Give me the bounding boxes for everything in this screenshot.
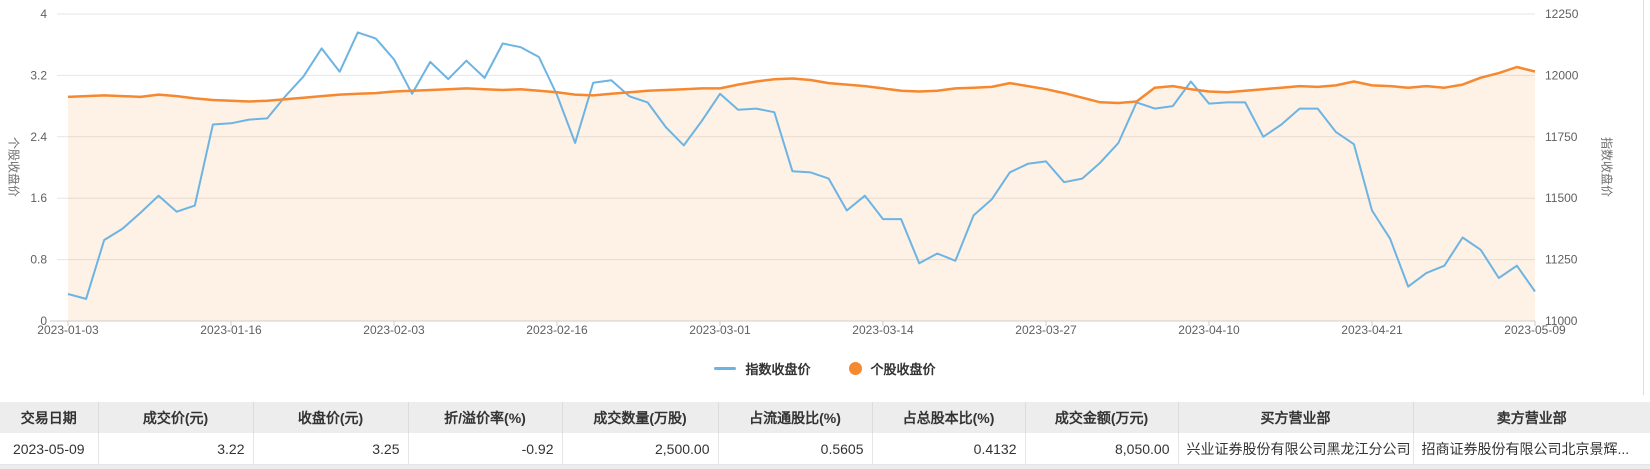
index-line-marker-icon: [714, 366, 737, 370]
table-header-cell: 占流通股比(%): [718, 402, 873, 433]
trade-data-table: 交易日期 成交价(元) 收盘价(元) 折/溢价率(%) 成交数量(万股) 占流通股比(%)…: [0, 402, 1650, 465]
table-row: 2023-05-09 3.22 3.25 -0.92 2,500.00 0.5605 0.4…: [0, 433, 1650, 465]
x-axis-tick-label: 2023-04-21: [1341, 323, 1403, 337]
table-cell: 2023-05-09: [0, 433, 99, 465]
legend-label: 指数收盘价: [745, 361, 811, 377]
table-cell: 0.4132: [872, 433, 1026, 465]
table-header-cell: 成交数量(万股): [562, 402, 719, 433]
x-axis-tick-label: 2023-03-01: [689, 323, 751, 337]
table-header-cell: 卖方营业部: [1413, 402, 1650, 433]
right-axis-tick-label: 11750: [1545, 130, 1578, 144]
table-header-cell: 买方营业部: [1178, 402, 1414, 433]
table-cell: 2,500.00: [562, 433, 719, 465]
stock-dot-marker-icon: [848, 361, 862, 375]
table-cell: 8,050.00: [1025, 433, 1179, 465]
table-header-row: 交易日期 成交价(元) 收盘价(元) 折/溢价率(%) 成交数量(万股) 占流通股比(%)…: [0, 402, 1650, 433]
right-axis-tick-label: 11000: [1545, 314, 1578, 328]
table-header-cell: 占总股本比(%): [872, 402, 1026, 433]
legend-item-index-close[interactable]: 指数收盘价: [714, 359, 811, 378]
table-header-cell: 成交价(元): [98, 402, 254, 433]
table-cell: 0.5605: [718, 433, 873, 465]
table-header-cell: 成交金额(万元): [1025, 402, 1179, 433]
x-axis-tick-label: 2023-03-14: [852, 323, 914, 337]
stock-close-area: [68, 67, 1535, 321]
x-axis-tick-label: 2023-03-27: [1015, 323, 1077, 337]
legend-item-stock-close[interactable]: 个股收盘价: [848, 359, 936, 378]
chart-right-divider: [1643, 0, 1644, 395]
right-axis-tick-label: 11500: [1545, 191, 1578, 205]
x-axis-tick-label: 2023-01-03: [37, 323, 99, 337]
left-axis-tick-label: 1.6: [30, 191, 47, 205]
table-cell: 3.25: [253, 433, 409, 465]
left-axis-title: 个股收盘价: [6, 136, 21, 198]
chart-legend: 指数收盘价 个股收盘价: [0, 356, 1650, 380]
block-trade-table: 交易日期 成交价(元) 收盘价(元) 折/溢价率(%) 成交数量(万股) 占流通股比(%)…: [0, 402, 1650, 469]
x-axis-tick-label: 2023-05-09: [1504, 323, 1566, 337]
right-axis-tick-label: 12000: [1545, 68, 1579, 82]
chart-canvas: 0 0.8 1.6 2.4 3.2 4 11000 11250 11500 11750 12000 1…: [30, 7, 1579, 337]
table-header-cell: 收盘价(元): [253, 402, 409, 433]
stock-close-line: [67, 65, 1536, 105]
left-axis-tick-label: 4: [40, 7, 47, 21]
table-cell: -0.92: [408, 433, 563, 465]
next-row-strip: [0, 465, 1650, 469]
left-axis-tick-label: 2.4: [30, 130, 47, 144]
right-axis-tick-label: 12250: [1545, 7, 1579, 21]
index-close-line: [67, 31, 1536, 300]
left-axis-tick-label: 3.2: [30, 68, 47, 82]
table-header-cell: 折/溢价率(%): [408, 402, 563, 433]
x-axis-tick-label: 2023-02-16: [526, 323, 588, 337]
x-axis-tick-label: 2023-02-03: [363, 323, 425, 337]
right-axis-tick-label: 11250: [1545, 253, 1578, 267]
table-cell: 3.22: [98, 433, 254, 465]
x-axis-tick-label: 2023-01-16: [200, 323, 262, 337]
table-cell: 兴业证券股份有限公司黑龙江分公司: [1178, 433, 1414, 465]
left-axis-tick-label: 0.8: [30, 253, 47, 267]
x-axis-tick-label: 2023-04-10: [1178, 323, 1240, 337]
dual-axis-price-chart: 0 0.8 1.6 2.4 3.2 4 11000 11250 11500 11750 12000 1…: [0, 0, 1650, 395]
table-header-cell: 交易日期: [0, 402, 99, 433]
table-cell: 招商证券股份有限公司北京景辉...: [1413, 433, 1650, 465]
right-axis-title: 指数收盘价: [1599, 136, 1614, 198]
left-axis-tick-label: 0: [40, 314, 47, 328]
legend-label: 个股收盘价: [870, 361, 936, 377]
